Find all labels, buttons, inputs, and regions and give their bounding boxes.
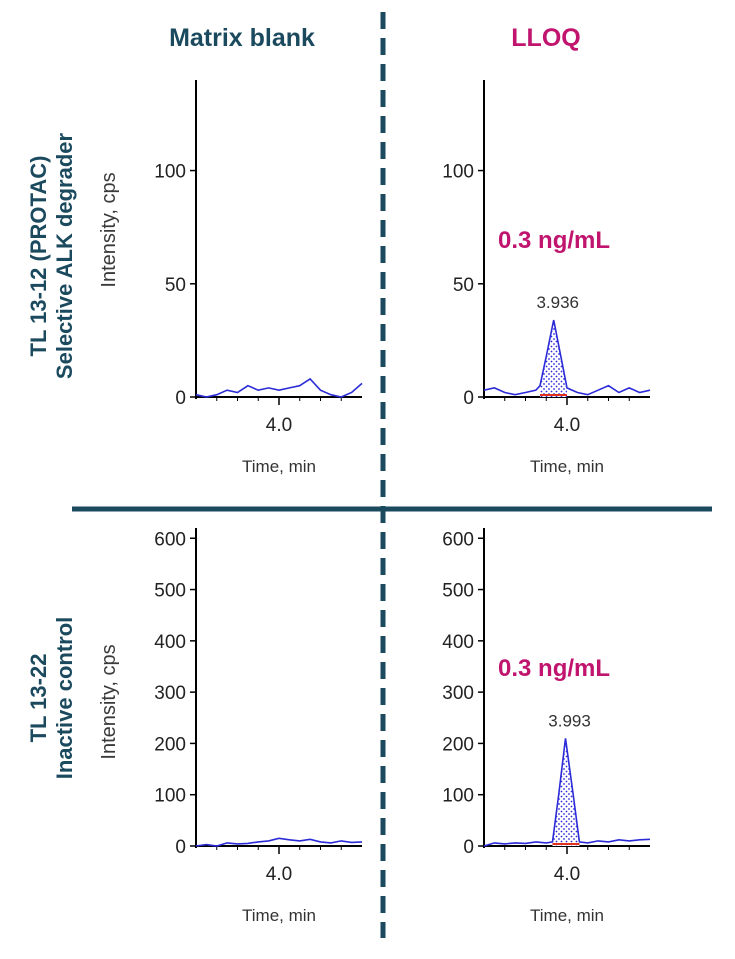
x-axis-title: Time, min <box>530 457 604 476</box>
y-tick-label: 0 <box>175 388 186 409</box>
y-tick-label: 300 <box>442 683 474 704</box>
y-tick-label: 0 <box>463 837 474 858</box>
y-tick-label: 500 <box>154 581 186 602</box>
peak-area-fill <box>540 320 567 397</box>
x-tick-label: 4.0 <box>554 864 580 885</box>
chromatogram-tl1312-blank: 0 50 100 4.0 Time, min <box>154 80 363 476</box>
y-axis-title-top: Intensity, cps <box>98 172 120 287</box>
y-tick-label: 50 <box>165 275 186 296</box>
y-tick-label: 200 <box>442 734 474 755</box>
chromatogram-tl1312-lloq: 0 50 100 4.0 Time, min 3.936 0.3 ng/mL <box>442 80 651 476</box>
y-tick-label: 500 <box>442 581 474 602</box>
chromatogram-trace <box>195 377 363 398</box>
peak-retention-time-label: 3.993 <box>548 711 591 730</box>
column-header-lloq: LLOQ <box>511 24 580 52</box>
x-tick-label: 4.0 <box>266 864 292 885</box>
x-tick-label: 4.0 <box>554 415 580 436</box>
y-tick-label: 100 <box>442 786 474 807</box>
row-label-tl1322-line2: Inactive control <box>52 617 77 780</box>
x-axis-title: Time, min <box>242 906 316 925</box>
peak-area-fill <box>552 738 580 846</box>
chromatogram-tl1322-blank: 0 100 200 300 400 500 600 4.0 Time, min <box>154 528 363 925</box>
chromatogram-trace <box>195 837 363 847</box>
row-label-tl1312-line1: TL 13-12 (PROTAC) <box>26 156 51 357</box>
row-label-tl1312-line2: Selective ALK degrader <box>52 132 77 379</box>
row-label-tl1322-line1: TL 13-22 <box>26 654 51 743</box>
x-axis-title: Time, min <box>242 457 316 476</box>
y-tick-label: 200 <box>154 734 186 755</box>
y-tick-label: 300 <box>154 683 186 704</box>
y-tick-label: 0 <box>463 388 474 409</box>
peak-retention-time-label: 3.936 <box>536 293 579 312</box>
y-tick-label: 0 <box>175 837 186 858</box>
chromatogram-trace <box>483 738 651 847</box>
y-tick-label: 100 <box>154 162 186 183</box>
y-axis-title-bottom: Intensity, cps <box>98 644 120 759</box>
y-tick-label: 100 <box>442 162 474 183</box>
y-tick-label: 600 <box>442 529 474 550</box>
x-tick-label: 4.0 <box>266 415 292 436</box>
y-tick-label: 100 <box>154 786 186 807</box>
y-tick-label: 50 <box>453 275 474 296</box>
y-tick-label: 400 <box>154 632 186 653</box>
y-tick-label: 600 <box>154 529 186 550</box>
y-tick-label: 400 <box>442 632 474 653</box>
chromatogram-trace <box>483 319 651 396</box>
x-axis-title: Time, min <box>530 906 604 925</box>
concentration-label: 0.3 ng/mL <box>498 227 610 254</box>
chromatogram-tl1322-lloq: 0 100 200 300 400 500 600 4.0 Time, min 3.993 0.3 … <box>442 528 651 925</box>
concentration-label: 0.3 ng/mL <box>498 655 610 682</box>
column-header-matrix-blank: Matrix blank <box>169 24 315 52</box>
